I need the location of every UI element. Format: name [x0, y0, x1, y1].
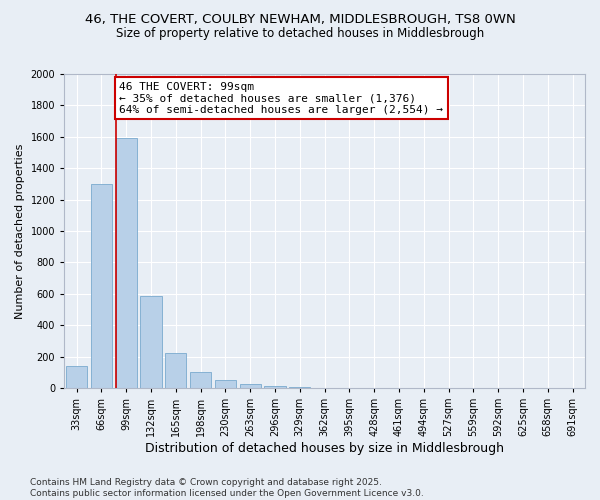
Bar: [190, 372, 211, 388]
Text: 46 THE COVERT: 99sqm
← 35% of detached houses are smaller (1,376)
64% of semi-de: 46 THE COVERT: 99sqm ← 35% of detached h…: [119, 82, 443, 115]
Text: Contains HM Land Registry data © Crown copyright and database right 2025.
Contai: Contains HM Land Registry data © Crown c…: [30, 478, 424, 498]
Text: Size of property relative to detached houses in Middlesbrough: Size of property relative to detached ho…: [116, 28, 484, 40]
Bar: [91, 184, 112, 388]
Bar: [265, 386, 286, 388]
Text: 46, THE COVERT, COULBY NEWHAM, MIDDLESBROUGH, TS8 0WN: 46, THE COVERT, COULBY NEWHAM, MIDDLESBR…: [85, 12, 515, 26]
Y-axis label: Number of detached properties: Number of detached properties: [15, 144, 25, 318]
Bar: [165, 354, 187, 388]
Bar: [215, 380, 236, 388]
X-axis label: Distribution of detached houses by size in Middlesbrough: Distribution of detached houses by size …: [145, 442, 504, 455]
Bar: [239, 384, 261, 388]
Bar: [289, 387, 310, 388]
Bar: [116, 138, 137, 388]
Bar: [140, 296, 161, 388]
Bar: [66, 366, 87, 388]
